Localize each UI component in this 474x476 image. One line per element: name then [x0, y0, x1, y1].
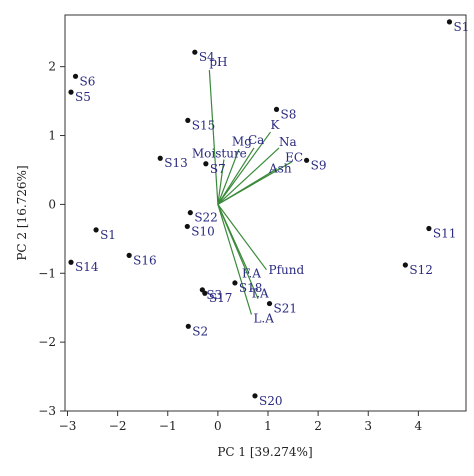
sample-label: S1 [453, 20, 469, 34]
sample-point [187, 210, 193, 216]
x-tick-label: −1 [159, 419, 177, 433]
sample-label: S17 [209, 291, 233, 305]
sample-label: S12 [409, 263, 433, 277]
sample-point [184, 223, 190, 230]
x-tick-label: 4 [415, 419, 423, 433]
loading-label: Na [279, 135, 297, 149]
sample-point [273, 106, 280, 112]
loading-label: Mg [232, 134, 252, 148]
loading-label: pH [209, 55, 227, 69]
loading-vector [217, 204, 267, 271]
sample-point [93, 227, 99, 233]
loading-label: K [271, 118, 281, 132]
loading-vector [217, 204, 253, 315]
loading-vector [208, 70, 219, 205]
sample-label: S2 [192, 324, 208, 338]
sample-label: S5 [75, 90, 91, 104]
sample-label: S6 [80, 74, 96, 88]
sample-label: S14 [75, 260, 99, 274]
y-axis: −3 −2 −1 0 1 2 [38, 60, 65, 418]
sample-label: S9 [311, 158, 327, 172]
loading-label: Pfund [269, 263, 305, 277]
loading-label: Ca [248, 133, 264, 147]
loading-label: Ash [268, 162, 292, 176]
sample-label: S16 [133, 253, 157, 267]
loading-label: F.A [242, 266, 261, 280]
y-tick-label: 0 [48, 197, 56, 211]
sample-point [232, 280, 238, 286]
sample-point [446, 19, 453, 25]
y-axis-title: PC 2 [16.726%] [15, 165, 29, 260]
sample-point [202, 290, 208, 296]
y-tick-label: −1 [38, 266, 56, 280]
x-tick-label: 3 [364, 419, 372, 433]
sample-label: S7 [210, 162, 226, 176]
sample-label: S20 [259, 394, 283, 408]
sample-label: S10 [191, 224, 215, 238]
loading-label: L.A [253, 312, 274, 326]
loading-vector [217, 147, 280, 205]
sample-point [126, 252, 132, 258]
sample-point [185, 323, 191, 329]
sample-label: S8 [281, 107, 297, 121]
sample-label: S3 [206, 288, 222, 302]
sample-label: S1 [100, 228, 116, 242]
x-tick-label: −3 [59, 419, 77, 433]
loading-vector [217, 149, 240, 205]
sample-label: S18 [239, 281, 263, 295]
loading-vector [217, 204, 259, 299]
loading-vector [217, 147, 255, 205]
x-axis: −3 −2 −1 0 1 2 3 4 [59, 411, 423, 433]
loading-label: T.A [250, 287, 269, 301]
sample-points: S1 S1 S2 S3 S4 S5 S6 S7 S8 S9 S10 S11 S12 S13 S14 S15 S1… [68, 19, 469, 408]
sample-point [68, 89, 74, 95]
sample-point [157, 155, 163, 161]
loading-vector [217, 159, 225, 205]
y-tick-label: 1 [48, 129, 56, 143]
sample-label: S4 [199, 50, 215, 64]
sample-point [192, 49, 198, 55]
sample-point [402, 262, 408, 268]
sample-point [266, 300, 273, 307]
sample-point [252, 393, 258, 399]
loading-vector [217, 168, 278, 205]
loading-vector [217, 131, 271, 205]
y-tick-label: −3 [38, 404, 56, 418]
sample-label: S15 [192, 118, 216, 132]
sample-label: S21 [274, 302, 298, 316]
sample-point [426, 225, 432, 232]
sample-point [203, 161, 209, 167]
sample-label: S13 [164, 156, 188, 170]
y-tick-label: 2 [48, 60, 56, 74]
x-tick-label: 0 [214, 419, 222, 433]
x-axis-title: PC 1 [39.274%] [217, 445, 312, 459]
sample-point [68, 259, 74, 265]
sample-label: S22 [194, 211, 218, 225]
loading-label: EC [285, 151, 303, 165]
sample-point [72, 73, 79, 79]
plot-frame [64, 14, 467, 412]
loading-label: Moisture [192, 147, 247, 161]
sample-point [304, 157, 310, 163]
y-tick-label: −2 [38, 335, 56, 349]
x-tick-label: −2 [109, 419, 127, 433]
x-tick-label: 2 [314, 419, 322, 433]
sample-point [185, 117, 191, 123]
x-tick-label: 1 [264, 419, 272, 433]
sample-label: S11 [433, 226, 457, 240]
